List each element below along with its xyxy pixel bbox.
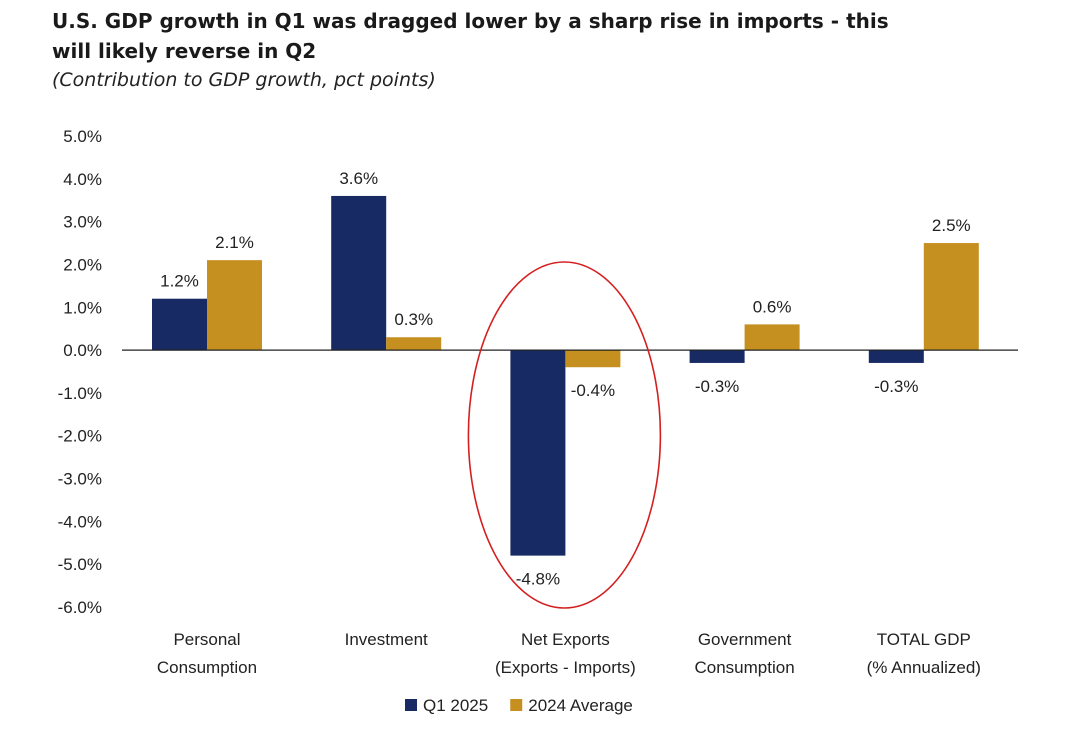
legend-label-q1-2025: Q1 2025 <box>423 696 488 715</box>
title-block: U.S. GDP growth in Q1 was dragged lower … <box>52 6 1032 94</box>
y-tick-label: 2.0% <box>63 255 102 274</box>
x-category-label: Investment <box>345 630 428 649</box>
bar-2024-average <box>207 260 262 351</box>
data-label: 1.2% <box>160 272 199 291</box>
y-tick-label: -2.0% <box>58 427 102 446</box>
chart-title-line-2: will likely reverse in Q2 <box>52 39 317 63</box>
x-category-label: Net Exports <box>521 630 610 649</box>
y-tick-label: 5.0% <box>63 127 102 146</box>
legend-label-2024-average: 2024 Average <box>528 696 633 715</box>
y-tick-label: 3.0% <box>63 213 102 232</box>
data-label: 0.3% <box>394 310 433 329</box>
data-label: 3.6% <box>339 169 378 188</box>
bar-2024-average <box>923 243 979 351</box>
bar-q1-2025 <box>331 195 387 351</box>
legend-swatch-q1-2025 <box>405 699 417 711</box>
y-tick-label: 0.0% <box>63 341 102 360</box>
data-label: 2.1% <box>215 233 254 252</box>
data-label: -0.3% <box>874 377 918 396</box>
x-category-label: Consumption <box>695 658 795 677</box>
annotation-ellipse <box>467 261 662 609</box>
data-label: 2.5% <box>932 216 971 235</box>
x-category-label: TOTAL GDP <box>877 630 971 649</box>
y-tick-label: -5.0% <box>58 555 102 574</box>
chart-subtitle: (Contribution to GDP growth, pct points) <box>52 69 436 91</box>
y-tick-label: -4.0% <box>58 512 102 531</box>
bar-q1-2025 <box>689 350 745 363</box>
bar-2024-average <box>565 350 621 368</box>
legend-swatch-2024-average <box>510 699 523 711</box>
y-tick-label: 4.0% <box>63 170 102 189</box>
x-category-label: (% Annualized) <box>867 658 981 677</box>
x-category-label: Consumption <box>157 658 257 677</box>
y-tick-label: -3.0% <box>58 470 102 489</box>
bar-q1-2025 <box>152 298 207 351</box>
y-tick-label: -1.0% <box>58 384 102 403</box>
bar-q1-2025 <box>868 350 924 363</box>
y-tick-label: -6.0% <box>58 598 102 617</box>
y-tick-label: 1.0% <box>63 298 102 317</box>
x-category-label: Personal <box>173 630 240 649</box>
bar-2024-average <box>386 337 442 351</box>
data-label: 0.6% <box>753 297 792 316</box>
bar-q1-2025 <box>510 350 566 556</box>
data-label: -0.4% <box>571 381 615 400</box>
x-category-label: Government <box>698 630 792 649</box>
data-label: -4.8% <box>516 570 560 589</box>
bar-2024-average <box>744 324 800 351</box>
chart-title-line-1: U.S. GDP growth in Q1 was dragged lower … <box>52 9 889 33</box>
x-category-label: (Exports - Imports) <box>495 658 636 677</box>
data-label: -0.3% <box>695 377 739 396</box>
